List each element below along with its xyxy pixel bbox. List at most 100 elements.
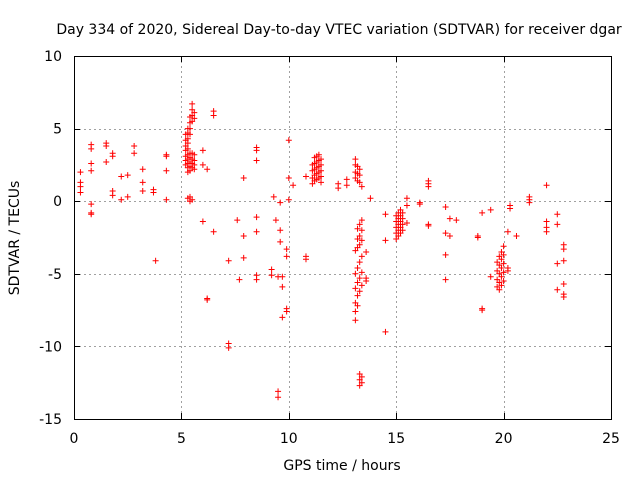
data-point	[302, 256, 309, 263]
data-point	[358, 183, 365, 190]
data-point	[184, 140, 191, 147]
data-point	[399, 227, 406, 234]
data-point	[363, 278, 370, 285]
data-point	[498, 264, 505, 271]
data-point	[356, 179, 363, 186]
data-point	[131, 150, 138, 157]
y-tick-label: -5	[48, 267, 62, 283]
data-point	[191, 109, 198, 116]
data-point	[442, 251, 449, 258]
x-tick-label: 20	[495, 431, 513, 447]
data-point	[382, 211, 389, 218]
data-point	[543, 228, 550, 235]
data-point	[343, 176, 350, 183]
data-point	[279, 314, 286, 321]
data-point	[199, 161, 206, 168]
data-point	[302, 173, 309, 180]
data-point	[500, 243, 507, 250]
data-point	[500, 269, 507, 276]
data-point	[403, 202, 410, 209]
data-point	[204, 296, 211, 303]
data-point	[118, 173, 125, 180]
data-point	[191, 151, 198, 158]
data-point	[358, 253, 365, 260]
data-point	[150, 189, 157, 196]
data-point	[234, 217, 241, 224]
data-point	[88, 201, 95, 208]
data-point	[500, 251, 507, 258]
data-point	[285, 137, 292, 144]
data-point	[88, 145, 95, 152]
data-point	[163, 167, 170, 174]
data-point	[543, 182, 550, 189]
data-point	[191, 115, 198, 122]
y-axis-label: SDTVAR / TECUs	[7, 181, 23, 296]
data-point	[560, 294, 567, 301]
data-point	[163, 153, 170, 160]
data-point	[425, 183, 432, 190]
data-point	[474, 234, 481, 241]
data-point	[356, 275, 363, 282]
x-tick-label: 5	[177, 431, 186, 447]
data-point	[352, 270, 359, 277]
data-point	[210, 112, 217, 119]
y-tick-labels: -15 -10 -5 0 5 10	[39, 49, 62, 428]
data-point	[268, 266, 275, 273]
data-point	[358, 227, 365, 234]
data-point	[560, 280, 567, 287]
data-point	[543, 218, 550, 225]
data-point	[253, 147, 260, 154]
data-point	[184, 145, 191, 152]
data-point	[131, 143, 138, 150]
data-point	[199, 147, 206, 154]
data-point	[496, 286, 503, 293]
data-point	[399, 221, 406, 228]
data-point	[500, 260, 507, 267]
data-point	[272, 217, 279, 224]
data-point	[285, 196, 292, 203]
data-point	[507, 205, 514, 212]
data-point	[358, 379, 365, 386]
x-tick-label: 0	[70, 431, 79, 447]
data-point	[283, 246, 290, 253]
data-point	[367, 195, 374, 202]
data-point	[356, 288, 363, 295]
data-point	[277, 199, 284, 206]
data-point	[240, 254, 247, 261]
data-point	[354, 292, 361, 299]
data-point	[318, 161, 325, 168]
data-point	[442, 230, 449, 237]
data-point	[560, 257, 567, 264]
data-point	[358, 269, 365, 276]
data-point	[139, 179, 146, 186]
data-point	[554, 211, 561, 218]
data-point	[152, 257, 159, 264]
data-point	[186, 131, 193, 138]
data-point	[109, 153, 116, 160]
data-point	[356, 233, 363, 240]
data-point	[124, 172, 131, 179]
data-point	[358, 373, 365, 380]
data-point	[446, 233, 453, 240]
data-point	[277, 238, 284, 245]
data-point	[279, 283, 286, 290]
data-point	[356, 166, 363, 173]
data-point	[283, 253, 290, 260]
data-point	[240, 233, 247, 240]
data-point	[498, 256, 505, 263]
data-point	[358, 282, 365, 289]
data-point	[277, 227, 284, 234]
data-point	[88, 211, 95, 218]
data-point	[225, 344, 232, 351]
data-point	[189, 196, 196, 203]
data-point	[363, 249, 370, 256]
data-point	[479, 307, 486, 314]
data-point	[253, 157, 260, 164]
data-points	[77, 100, 567, 401]
data-point	[139, 188, 146, 195]
data-point	[240, 174, 247, 181]
data-point	[343, 182, 350, 189]
data-point	[275, 388, 282, 395]
data-point	[487, 273, 494, 280]
